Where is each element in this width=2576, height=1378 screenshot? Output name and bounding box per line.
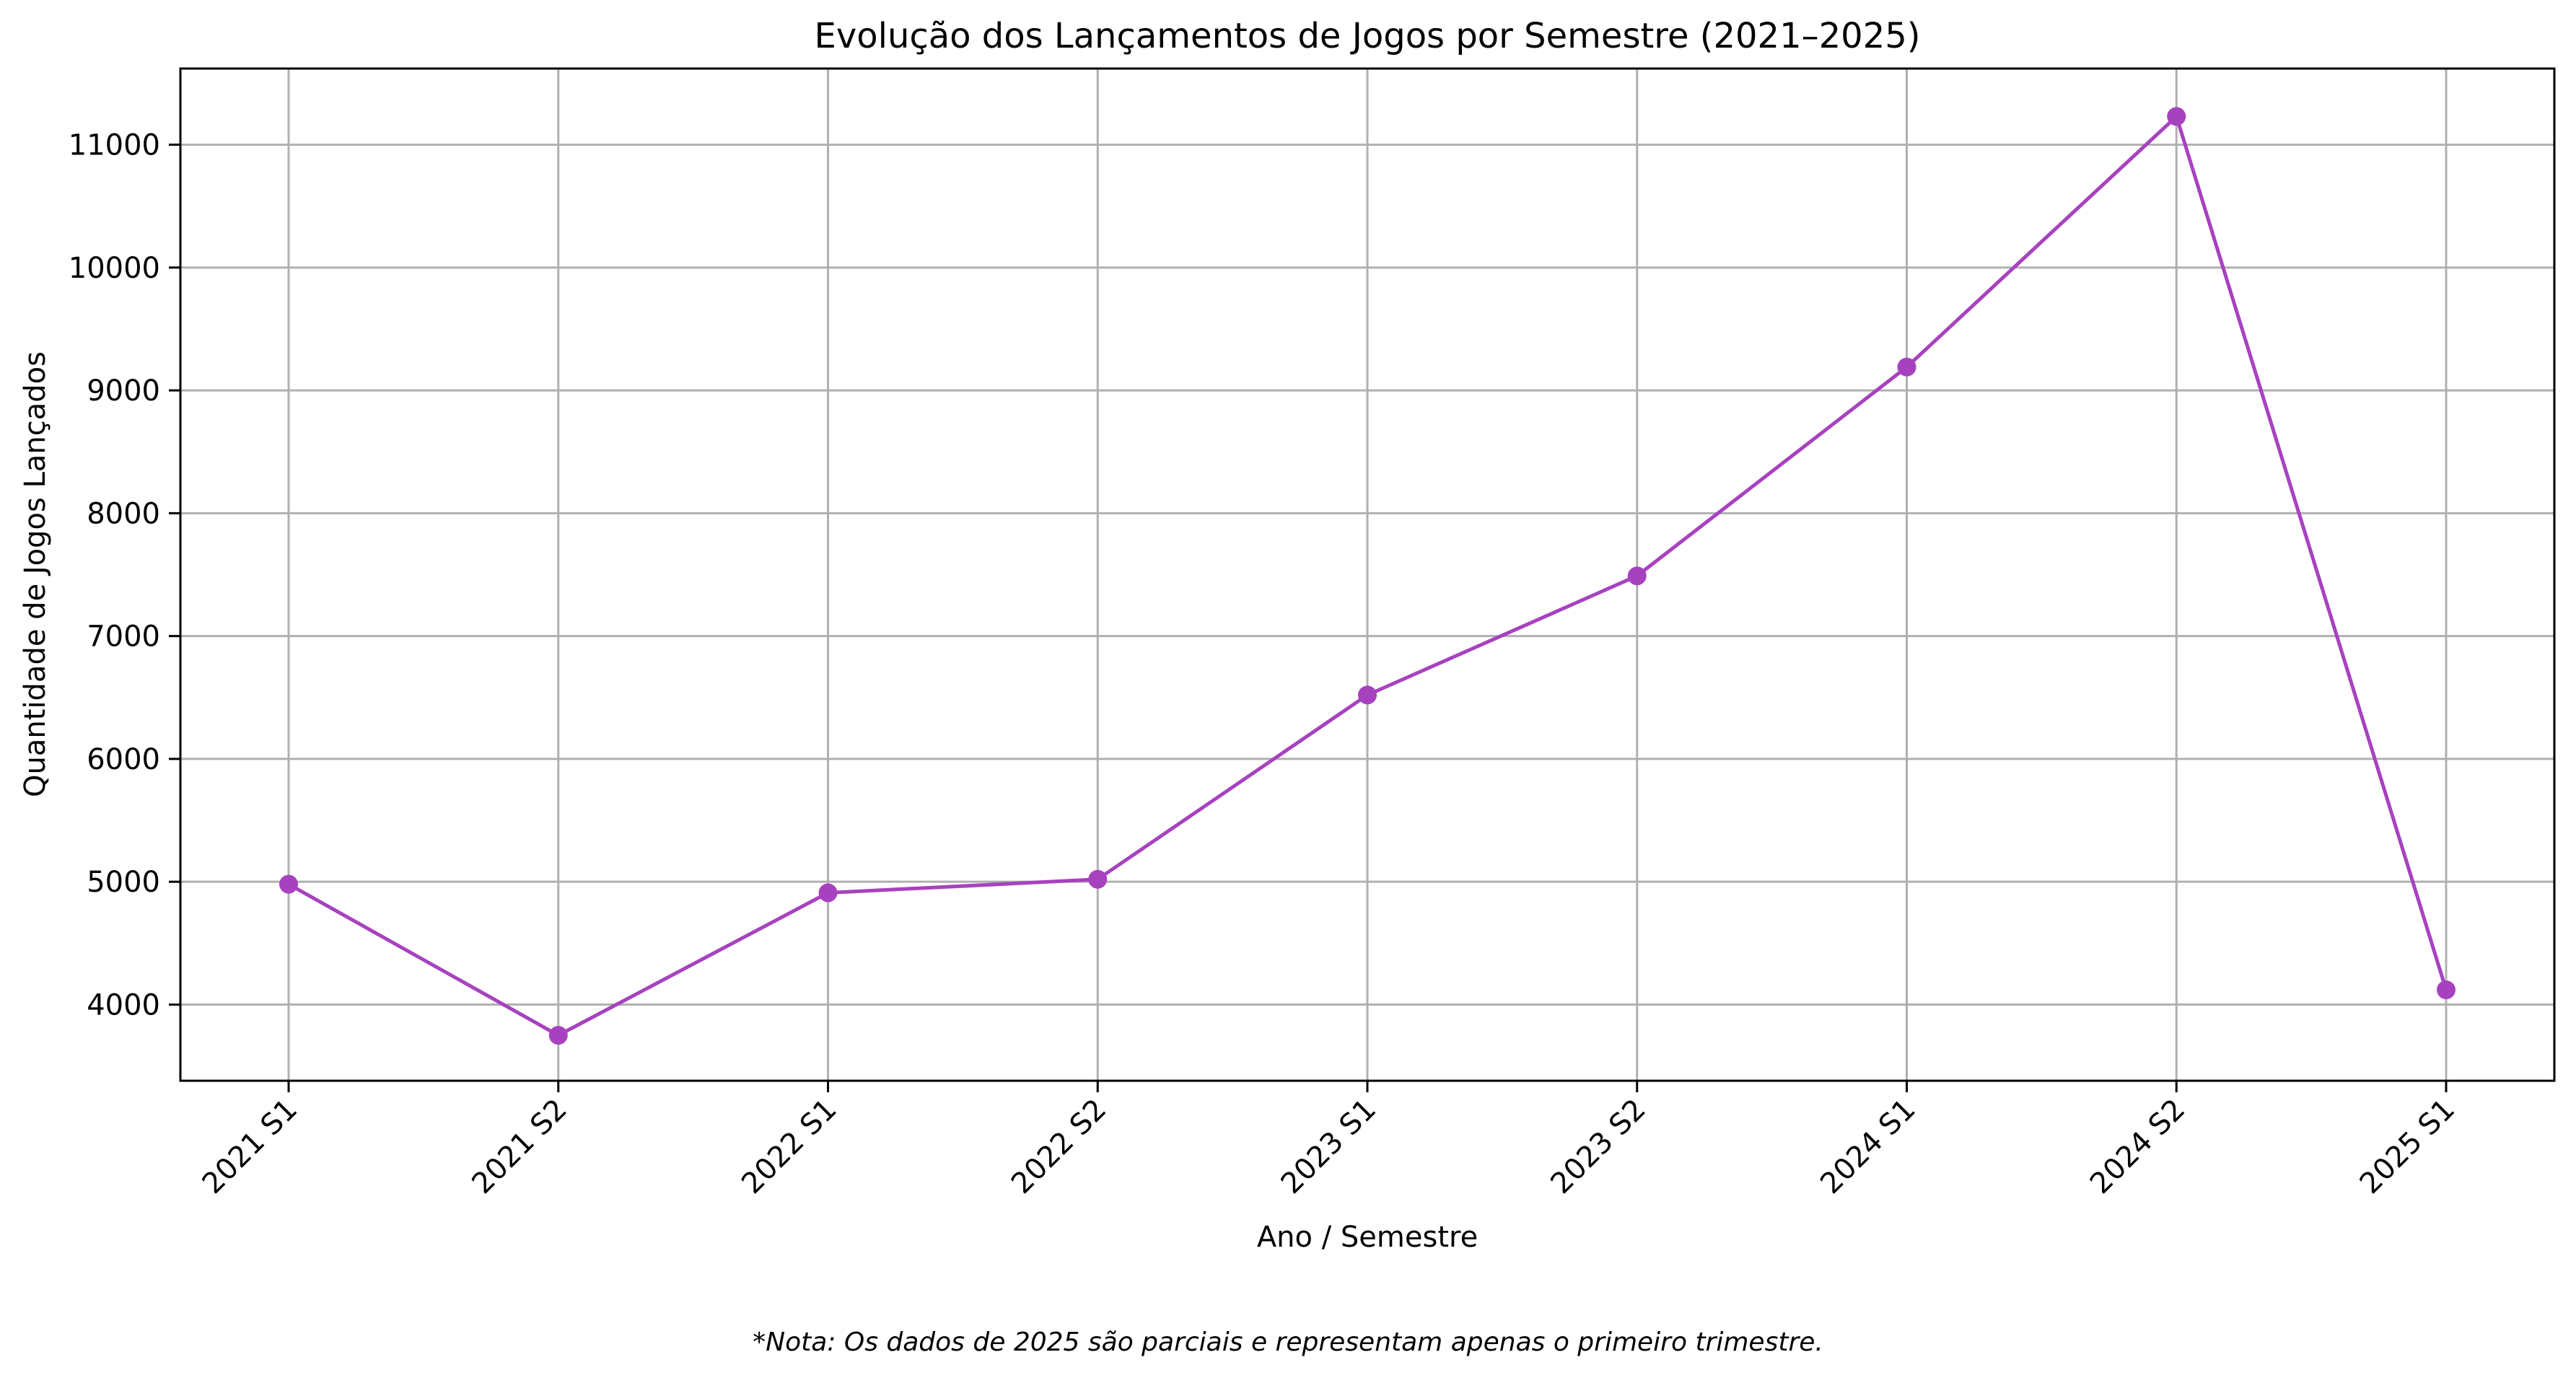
grid-layer xyxy=(180,69,2554,1081)
y-tick-label: 4000 xyxy=(87,988,160,1022)
x-tick-label: 2022 S1 xyxy=(735,1093,843,1201)
x-tick-label: 2024 S2 xyxy=(2084,1093,2191,1201)
data-point xyxy=(2437,980,2455,1000)
series-layer xyxy=(279,107,2455,1045)
data-point xyxy=(1358,685,1377,705)
y-tick-label: 5000 xyxy=(87,866,160,899)
y-tick-label: 8000 xyxy=(87,497,160,530)
data-point xyxy=(818,883,838,903)
data-point xyxy=(548,1026,568,1045)
y-tick-label: 10000 xyxy=(69,252,160,285)
x-tick-label: 2021 S2 xyxy=(465,1093,573,1201)
chart-footnote: *Nota: Os dados de 2025 são parciais e r… xyxy=(753,1327,1823,1357)
data-point xyxy=(1627,566,1647,586)
y-axis-label: Quantidade de Jogos Lançados xyxy=(19,351,52,797)
data-point xyxy=(1897,357,1916,377)
x-tick-label: 2023 S1 xyxy=(1275,1093,1383,1201)
y-tick-label: 7000 xyxy=(87,620,160,654)
x-tick-label: 2024 S1 xyxy=(1814,1093,1922,1201)
x-tick-label: 2022 S2 xyxy=(1005,1093,1113,1201)
tick-layer: 2021 S1 2021 S2 2022 S1 2022 S2 2023 S1 2023 … xyxy=(69,129,2461,1201)
chart-title: Evolução dos Lançamentos de Jogos por Se… xyxy=(815,16,1921,56)
data-point xyxy=(1088,869,1108,889)
x-tick-label: 2023 S2 xyxy=(1544,1093,1652,1201)
x-axis-label: Ano / Semestre xyxy=(1257,1221,1478,1254)
x-tick-label: 2021 S1 xyxy=(196,1093,304,1201)
data-point xyxy=(279,874,298,894)
data-point xyxy=(2167,107,2186,126)
x-tick-label: 2025 S1 xyxy=(2354,1093,2461,1201)
y-tick-label: 6000 xyxy=(87,743,160,776)
y-tick-label: 11000 xyxy=(69,129,160,162)
y-tick-label: 9000 xyxy=(87,374,160,408)
